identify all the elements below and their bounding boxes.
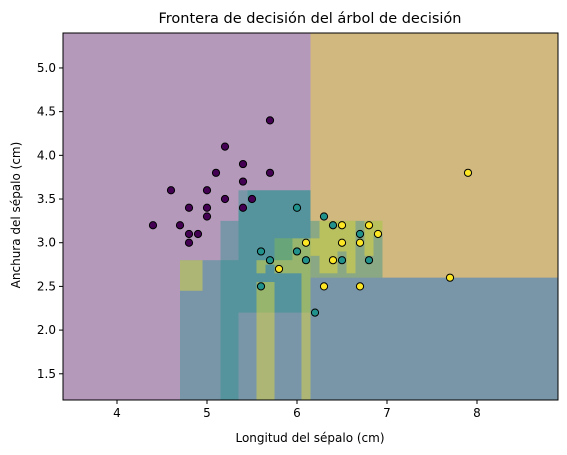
data-point-class-1 <box>337 256 347 265</box>
decision-region-class-2 <box>301 238 311 400</box>
data-point-class-2 <box>364 221 374 230</box>
plot-area <box>62 32 559 401</box>
data-point-class-2 <box>337 238 347 247</box>
decision-region-class-2 <box>180 260 203 291</box>
decision-region-class-2 <box>346 220 356 274</box>
x-tick-label: 7 <box>383 406 391 420</box>
decision-region-class-1 <box>310 220 383 278</box>
data-point-class-2 <box>274 264 284 274</box>
data-point-class-0 <box>202 212 212 221</box>
data-point-class-0 <box>193 229 203 239</box>
data-point-class-0 <box>247 194 257 204</box>
decision-regions <box>63 33 558 400</box>
x-tick-label: 8 <box>473 406 481 420</box>
data-point-class-1 <box>256 247 266 256</box>
decision-region-class-2 <box>337 220 347 252</box>
data-point-class-1 <box>310 308 320 317</box>
data-points <box>148 116 473 317</box>
decision-region-class-2 <box>256 282 275 400</box>
decision-region-class-1 <box>238 190 311 400</box>
y-tick-label: 3.5 <box>37 192 56 206</box>
data-point-class-0 <box>202 186 212 195</box>
y-tick-label: 3.0 <box>37 236 56 250</box>
y-tick-label: 2.0 <box>37 323 56 337</box>
data-point-class-2 <box>301 238 311 247</box>
data-point-class-2 <box>373 229 383 239</box>
decision-region-class-1 <box>220 220 239 400</box>
data-point-class-2 <box>445 273 455 282</box>
decision-region-class-1 <box>238 207 248 313</box>
data-point-class-2 <box>319 282 329 291</box>
data-point-class-0 <box>184 203 194 212</box>
data-point-class-1 <box>265 256 275 265</box>
data-point-class-2 <box>328 256 338 265</box>
decision-region-class-2 <box>364 220 374 256</box>
decision-region-class-1 <box>310 277 558 400</box>
decision-region-class-2 <box>310 238 320 256</box>
plot-frame <box>62 32 559 401</box>
data-point-class-1 <box>364 256 374 265</box>
data-point-class-0 <box>184 229 194 239</box>
data-point-class-1 <box>256 282 266 291</box>
data-point-class-0 <box>184 238 194 247</box>
y-axis: 1.5 2.0 2.5 3.0 3.5 4.0 4.5 5.0 <box>37 61 63 381</box>
decision-region-class-2 <box>310 33 558 278</box>
decision-region-class-1 <box>180 260 239 400</box>
chart-title: Frontera de decisión del árbol de decisi… <box>159 11 462 27</box>
data-point-class-0 <box>148 221 158 230</box>
y-tick-label: 1.5 <box>37 367 56 381</box>
data-point-class-0 <box>265 168 275 177</box>
x-axis: 4 5 6 7 8 <box>113 400 481 420</box>
x-tick-label: 4 <box>113 406 121 420</box>
data-point-class-0 <box>175 221 185 230</box>
data-point-class-1 <box>328 221 338 230</box>
y-tick-label: 4.0 <box>37 148 56 162</box>
x-tick-label: 5 <box>203 406 211 420</box>
y-tick-label: 4.5 <box>37 105 56 119</box>
y-axis-title: Anchura del sépalo (cm) <box>9 142 23 289</box>
data-point-class-0 <box>166 186 176 195</box>
data-point-class-0 <box>238 159 248 169</box>
x-axis-title: Longitud del sépalo (cm) <box>235 431 384 445</box>
data-point-class-1 <box>319 212 329 221</box>
data-point-class-0 <box>220 194 230 204</box>
data-point-class-2 <box>355 238 365 247</box>
data-point-class-0 <box>220 142 230 151</box>
data-point-class-0 <box>238 203 248 212</box>
data-point-class-2 <box>337 221 347 230</box>
y-tick-label: 2.5 <box>37 279 56 293</box>
data-point-class-1 <box>292 203 302 212</box>
x-tick-label: 6 <box>293 406 301 420</box>
data-point-class-1 <box>292 247 302 256</box>
data-point-class-1 <box>355 229 365 239</box>
data-point-class-1 <box>301 256 311 265</box>
data-point-class-0 <box>211 168 221 177</box>
decision-region-class-2 <box>373 220 383 234</box>
decision-region-class-2 <box>256 260 266 274</box>
decision-region-class-1 <box>274 238 293 261</box>
data-point-class-0 <box>202 203 212 212</box>
decision-region-class-0 <box>63 33 558 400</box>
data-point-class-2 <box>355 282 365 291</box>
data-point-class-0 <box>265 116 275 125</box>
y-tick-label: 5.0 <box>37 61 56 75</box>
data-point-class-0 <box>238 177 248 186</box>
data-point-class-2 <box>463 168 473 177</box>
